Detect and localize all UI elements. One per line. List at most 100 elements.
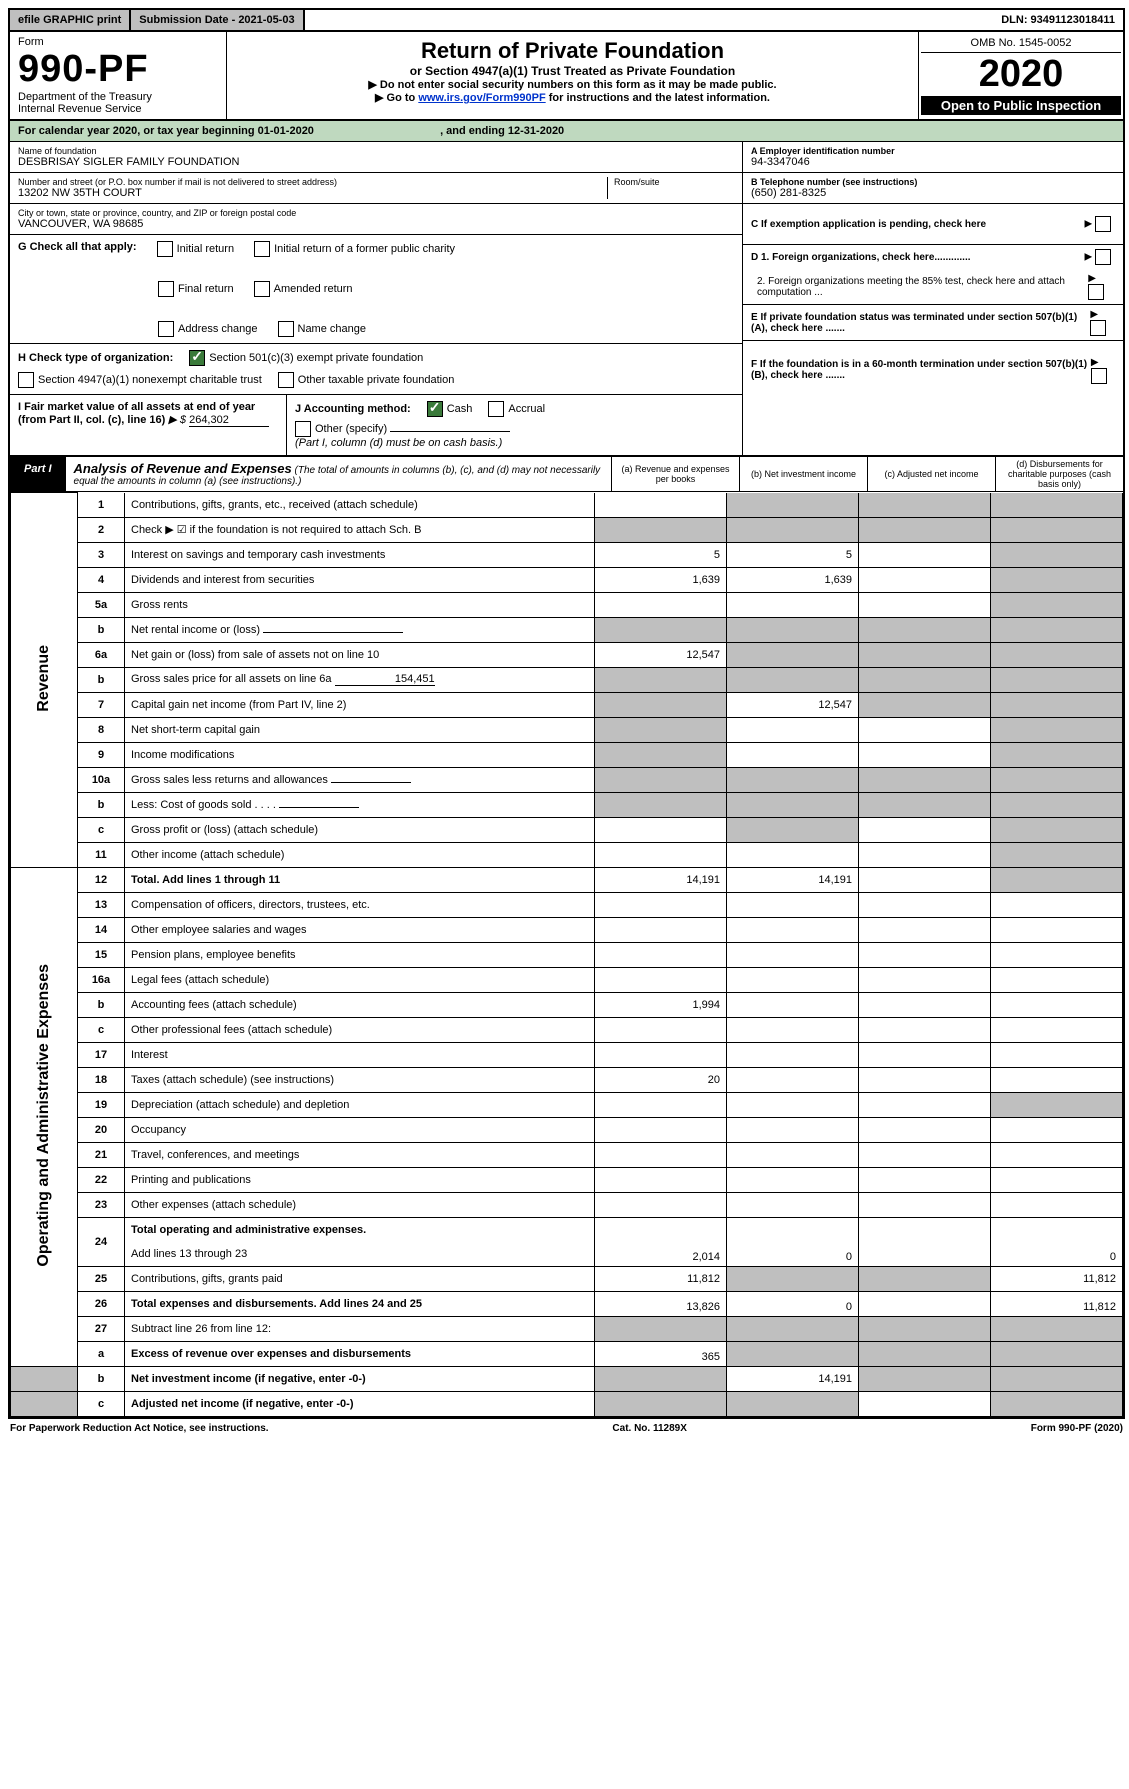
table-row: 19Depreciation (attach schedule) and dep… [11, 1092, 1123, 1117]
e-label: E If private foundation status was termi… [751, 312, 1090, 334]
irs-link[interactable]: www.irs.gov/Form990PF [418, 92, 545, 104]
r7: Capital gain net income (from Part IV, l… [125, 692, 595, 717]
city-state-zip: VANCOUVER, WA 98685 [18, 218, 734, 230]
table-row: 23Other expenses (attach schedule) [11, 1192, 1123, 1217]
r16b: Accounting fees (attach schedule) [125, 992, 595, 1017]
v-27aa: 365 [595, 1341, 727, 1366]
r21: Travel, conferences, and meetings [125, 1142, 595, 1167]
j-note: (Part I, column (d) must be on cash basi… [295, 437, 734, 449]
cb-e[interactable] [1090, 320, 1106, 336]
v-25d: 11,812 [991, 1266, 1123, 1291]
cb-d1[interactable] [1095, 249, 1111, 265]
cb-f[interactable] [1091, 368, 1107, 384]
calendar-year-row: For calendar year 2020, or tax year begi… [10, 121, 1123, 142]
v-26b: 0 [727, 1291, 859, 1316]
table-row: 18Taxes (attach schedule) (see instructi… [11, 1067, 1123, 1092]
form-number: 990-PF [18, 48, 218, 91]
section-ij: I Fair market value of all assets at end… [10, 395, 742, 455]
table-row: 14Other employee salaries and wages [11, 917, 1123, 942]
table-row: bNet investment income (if negative, ent… [11, 1366, 1123, 1391]
cb-name-change[interactable] [278, 321, 294, 337]
street-address: 13202 NW 35TH COURT [18, 187, 607, 199]
r6b-val: 154,451 [335, 673, 435, 686]
table-row: bNet rental income or (loss) [11, 617, 1123, 642]
table-row: 20Occupancy [11, 1117, 1123, 1142]
table-row: cOther professional fees (attach schedul… [11, 1017, 1123, 1042]
table-row: aExcess of revenue over expenses and dis… [11, 1341, 1123, 1366]
entity-info: Name of foundation DESBRISAY SIGLER FAMI… [10, 142, 1123, 455]
form-word: Form [18, 36, 218, 48]
v-26a: 13,826 [595, 1291, 727, 1316]
v-18a: 20 [595, 1067, 727, 1092]
v-4b: 1,639 [727, 567, 859, 592]
r14: Other employee salaries and wages [125, 917, 595, 942]
table-row: bGross sales price for all assets on lin… [11, 667, 1123, 692]
v-27bb: 14,191 [727, 1366, 859, 1391]
d1-label: D 1. Foreign organizations, check here..… [751, 252, 971, 263]
form-container: efile GRAPHIC print Submission Date - 20… [8, 8, 1125, 1419]
cb-address-change[interactable] [158, 321, 174, 337]
g-label: G Check all that apply: [18, 241, 137, 257]
open-public: Open to Public Inspection [921, 96, 1121, 115]
cb-c[interactable] [1095, 216, 1111, 232]
r15: Pension plans, employee benefits [125, 942, 595, 967]
r10c: Gross profit or (loss) (attach schedule) [125, 817, 595, 842]
cb-d2[interactable] [1088, 284, 1104, 300]
cb-initial-former[interactable] [254, 241, 270, 257]
opt-other: Other (specify) [315, 423, 387, 435]
form-ref: Form 990-PF (2020) [1031, 1423, 1123, 1434]
cb-4947[interactable] [18, 372, 34, 388]
r1: Contributions, gifts, grants, etc., rece… [125, 493, 595, 518]
return-title: Return of Private Foundation [233, 38, 912, 64]
table-row: cGross profit or (loss) (attach schedule… [11, 817, 1123, 842]
efile-button[interactable]: efile GRAPHIC print [10, 10, 131, 30]
tel-label: B Telephone number (see instructions) [751, 177, 1115, 187]
expenses-vlabel: Operating and Administrative Expenses [35, 964, 53, 1267]
r17: Interest [125, 1042, 595, 1067]
table-row: Operating and Administrative Expenses 12… [11, 867, 1123, 892]
form-header: Form 990-PF Department of the Treasury I… [10, 32, 1123, 121]
r8: Net short-term capital gain [125, 717, 595, 742]
instr-post: for instructions and the latest informat… [546, 92, 770, 104]
col-d-head: (d) Disbursements for charitable purpose… [995, 457, 1123, 491]
cb-cash[interactable] [427, 401, 443, 417]
cb-other-taxable[interactable] [278, 372, 294, 388]
v-26d: 11,812 [991, 1291, 1123, 1316]
r25: Contributions, gifts, grants paid [125, 1266, 595, 1291]
r26: Total expenses and disbursements. Add li… [125, 1291, 595, 1316]
table-row: 5aGross rents [11, 592, 1123, 617]
col-a-head: (a) Revenue and expenses per books [611, 457, 739, 491]
opt-final: Final return [178, 283, 234, 295]
table-row: bAccounting fees (attach schedule)1,994 [11, 992, 1123, 1017]
cb-initial-return[interactable] [157, 241, 173, 257]
v-4a: 1,639 [595, 567, 727, 592]
r3: Interest on savings and temporary cash i… [125, 542, 595, 567]
cb-501c3[interactable] [189, 350, 205, 366]
cb-final[interactable] [158, 281, 174, 297]
table-row: 8Net short-term capital gain [11, 717, 1123, 742]
r16c: Other professional fees (attach schedule… [125, 1017, 595, 1042]
col-c-head: (c) Adjusted net income [867, 457, 995, 491]
v-16ba: 1,994 [595, 992, 727, 1017]
r10b: Less: Cost of goods sold [131, 799, 251, 811]
cb-amended[interactable] [254, 281, 270, 297]
table-row: 27Subtract line 26 from line 12: [11, 1316, 1123, 1341]
address-label: Number and street (or P.O. box number if… [18, 177, 607, 187]
h-label: H Check type of organization: [18, 352, 173, 364]
irs: Internal Revenue Service [18, 103, 218, 115]
opt-name-change: Name change [298, 323, 367, 335]
opt-address-change: Address change [178, 323, 258, 335]
r23: Other expenses (attach schedule) [125, 1192, 595, 1217]
ein-label: A Employer identification number [751, 146, 1115, 156]
table-row: bLess: Cost of goods sold . . . . [11, 792, 1123, 817]
r13: Compensation of officers, directors, tru… [125, 892, 595, 917]
v-25a: 11,812 [595, 1266, 727, 1291]
table-row: 2Check ▶ ☑ if the foundation is not requ… [11, 517, 1123, 542]
r27c: Adjusted net income (if negative, enter … [125, 1391, 595, 1416]
r27b: Net investment income (if negative, ente… [125, 1366, 595, 1391]
city-label: City or town, state or province, country… [18, 208, 734, 218]
cb-other-method[interactable] [295, 421, 311, 437]
tax-year-begin: 01-01-2020 [258, 125, 314, 137]
table-row: 25Contributions, gifts, grants paid11,81… [11, 1266, 1123, 1291]
cb-accrual[interactable] [488, 401, 504, 417]
